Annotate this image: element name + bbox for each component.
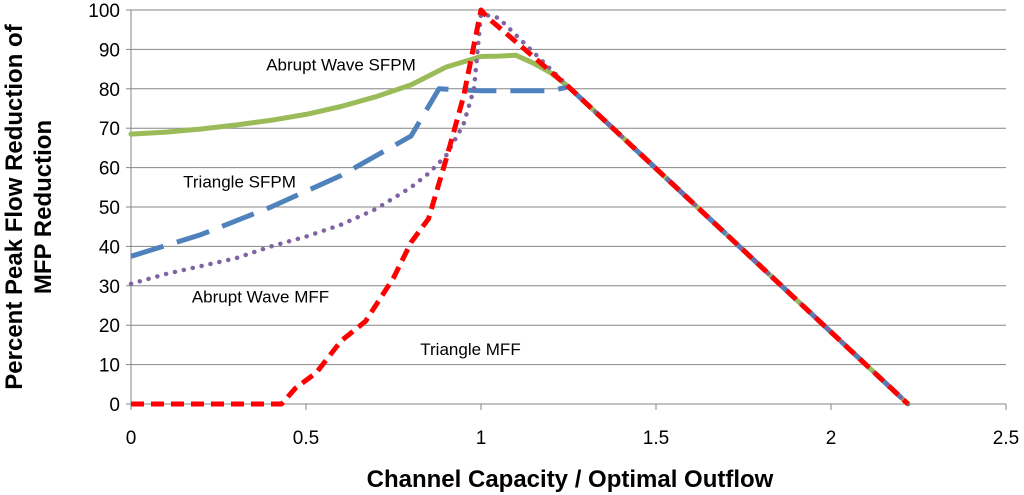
x-tick-labels: 0 0.5 1 1.5 2 2.5 — [126, 428, 1020, 449]
series-line-triangle-mff — [131, 7, 910, 407]
annotation-abrupt-wave-mff: Abrupt Wave MFF — [192, 288, 329, 307]
annotation-triangle-mff: Triangle MFF — [420, 340, 520, 359]
x-axis-title: Channel Capacity / Optimal Outflow — [367, 466, 774, 493]
series-line-abrupt-wave-mff — [128, 11, 911, 407]
series-line-abrupt-wave-sfpm — [128, 52, 911, 407]
y-axis-title-line-2: MFP Reduction — [30, 120, 57, 294]
gridlines — [131, 9, 1006, 366]
x-tick-label: 2.5 — [993, 428, 1019, 449]
y-axis-title-line-1: Percent Peak Flow Reduction of — [1, 23, 28, 389]
y-tick-label: 100 — [88, 1, 120, 22]
x-tick-label: 0.5 — [293, 428, 319, 449]
x-tick-label: 1 — [476, 428, 487, 449]
y-tick-label: 40 — [99, 237, 120, 258]
annotation-triangle-sfpm: Triangle SFPM — [183, 172, 296, 191]
series-line-triangle-sfpm — [130, 84, 910, 406]
y-axis-title: Percent Peak Flow Reduction of MFP Reduc… — [1, 23, 57, 389]
y-tick-label: 70 — [99, 119, 120, 140]
x-tick-label: 2 — [826, 428, 837, 449]
y-tick-label: 90 — [99, 40, 120, 61]
y-tick-label: 80 — [99, 80, 120, 101]
y-tick-label: 10 — [99, 356, 120, 377]
y-tick-label: 60 — [99, 159, 120, 180]
x-tick-label: 1.5 — [643, 428, 669, 449]
axes — [126, 9, 1007, 410]
y-tick-label: 50 — [99, 198, 120, 219]
annotations: Abrupt Wave SFPM Triangle SFPM Abrupt Wave… — [183, 55, 521, 358]
x-tick-label: 0 — [126, 428, 137, 449]
y-tick-label: 30 — [99, 277, 120, 298]
annotation-abrupt-wave-sfpm: Abrupt Wave SFPM — [266, 55, 416, 74]
y-tick-label: 0 — [109, 395, 120, 416]
y-tick-labels: 0 10 20 30 40 50 60 70 80 90 100 — [88, 1, 120, 416]
y-tick-label: 20 — [99, 316, 120, 337]
series-lines — [128, 7, 911, 407]
